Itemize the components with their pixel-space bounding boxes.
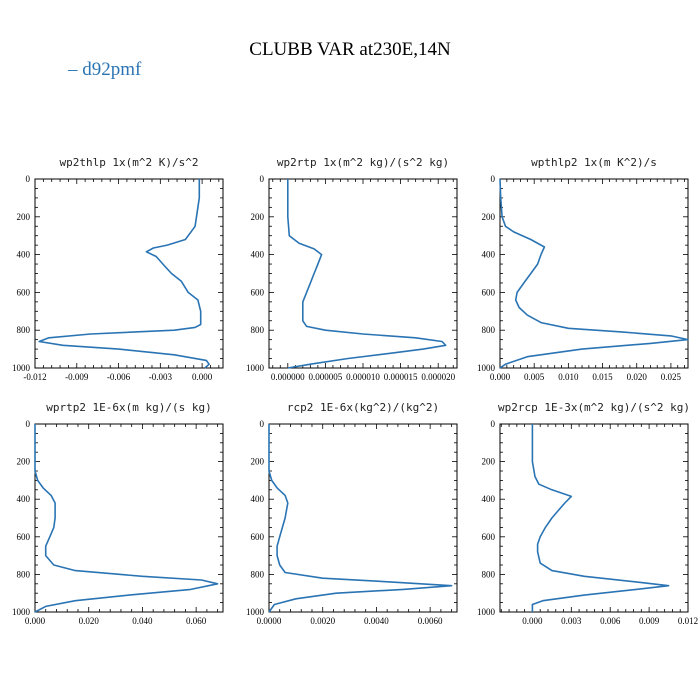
series-line-d92pmf (286, 179, 447, 369)
x-tick-label: -0.012 (23, 372, 46, 382)
y-tick-label: 600 (482, 532, 496, 542)
plot-frame (499, 178, 689, 369)
y-tick-label: 200 (482, 212, 496, 222)
x-tick-label: 0.010 (558, 372, 579, 382)
y-tick-label: 800 (482, 569, 496, 579)
x-tick-label: 0.000 (490, 372, 511, 382)
x-tick-label: 0.0060 (418, 616, 443, 626)
chart-panel: wp2rcp 1E-3x(m^2 kg)/(s^2 kg)0 200 400 600 8… (477, 401, 698, 626)
x-tick-label: -0.009 (65, 372, 89, 382)
x-tick-label: -0.003 (149, 372, 173, 382)
x-tick-label: 0.040 (132, 616, 153, 626)
chart-panel: wprtp2 1E-6x(m kg)/(s kg) 0 200 400 600 800 10… (12, 401, 224, 626)
x-tick-label: 0.000 (192, 372, 213, 382)
x-tick-label: 0.006 (600, 616, 621, 626)
y-tick-label: 1000 (246, 363, 265, 373)
x-tick-label: 0.0000 (257, 616, 282, 626)
y-tick-label: 400 (251, 250, 265, 260)
y-tick-label: 600 (17, 287, 31, 297)
y-tick-label: 0 (26, 419, 31, 429)
y-tick-label: 0 (260, 174, 265, 184)
y-tick-label: 1000 (477, 607, 496, 617)
y-tick-label: 200 (482, 457, 496, 467)
x-tick-label: 0.0040 (364, 616, 389, 626)
x-tick-label: 0.009 (639, 616, 660, 626)
y-tick-label: 1000 (246, 607, 265, 617)
y-tick-label: 0 (260, 419, 265, 429)
x-tick-label: 0.000 (522, 616, 543, 626)
y-tick-label: 400 (17, 250, 31, 260)
series-line-d92pmf (34, 424, 219, 613)
legend-entry-label: – d92pmf (67, 59, 142, 80)
y-tick-label: 600 (251, 532, 265, 542)
y-tick-label: 600 (17, 532, 31, 542)
series-line-d92pmf (531, 424, 670, 612)
y-tick-label: 800 (17, 325, 31, 335)
panel-title: wp2rcp 1E-3x(m^2 kg)/(s^2 kg) (498, 401, 690, 414)
y-tick-label: 0 (491, 419, 496, 429)
y-tick-label: 200 (17, 212, 31, 222)
series-line-d92pmf (268, 424, 453, 613)
x-tick-label: 0.000000 (271, 372, 305, 382)
figure-title: CLUBB VAR at230E,14N (249, 39, 451, 60)
panel-title: wp2rtp 1x(m^2 kg)/(s^2 kg) (277, 156, 449, 169)
x-tick-label: 0.0020 (310, 616, 335, 626)
plot-frame (34, 423, 224, 613)
chart-panel: wp2rtp 1x(m^2 kg)/(s^2 kg) 0 200 400 600 800 1… (246, 156, 458, 382)
y-tick-label: 1000 (477, 363, 496, 373)
x-tick-label: -0.006 (107, 372, 131, 382)
y-tick-label: 800 (17, 569, 31, 579)
x-tick-label: 0.003 (561, 616, 582, 626)
y-tick-label: 600 (251, 287, 265, 297)
y-tick-label: 600 (482, 287, 496, 297)
chart-panel: wpthlp2 1x(m K^2)/s020040060080010000.00… (477, 156, 689, 382)
y-tick-label: 0 (26, 174, 31, 184)
x-tick-label: 0.000010 (346, 372, 380, 382)
x-tick-label: 0.025 (661, 372, 682, 382)
panel-title: rcp2 1E-6x(kg^2)/(kg^2) (287, 401, 439, 414)
panel-title: wprtp2 1E-6x(m kg)/(s kg) (46, 401, 212, 414)
y-tick-label: 0 (491, 174, 496, 184)
x-tick-label: 0.020 (627, 372, 648, 382)
series-line-d92pmf (38, 179, 210, 369)
x-tick-label: 0.000015 (384, 372, 418, 382)
x-tick-label: 0.000005 (309, 372, 343, 382)
x-tick-label: 0.000 (25, 616, 46, 626)
series-line-d92pmf (499, 178, 689, 369)
y-tick-label: 200 (251, 457, 265, 467)
x-tick-label: 0.005 (524, 372, 545, 382)
legend: – d92pmf (67, 59, 142, 80)
x-tick-label: 0.000020 (421, 372, 455, 382)
plot-frame (499, 423, 689, 613)
plot-frame (34, 178, 224, 369)
y-tick-label: 1000 (12, 607, 31, 617)
chart-panel: rcp2 1E-6x(kg^2)/(kg^2) 0 200 400 600 800 1000… (246, 401, 458, 626)
y-tick-label: 400 (17, 494, 31, 504)
x-tick-label: 0.060 (186, 616, 207, 626)
y-tick-label: 800 (482, 325, 496, 335)
chart-panels: wp2thlp 1x(m^2 K)/s^202004006008001000-0… (12, 156, 698, 626)
chart-panel: wp2thlp 1x(m^2 K)/s^202004006008001000-0… (12, 156, 224, 382)
x-tick-label: 0.015 (592, 372, 613, 382)
x-tick-label: 0.012 (678, 616, 698, 626)
panel-title: wpthlp2 1x(m K^2)/s (531, 156, 657, 169)
x-tick-label: 0.020 (79, 616, 100, 626)
y-tick-label: 1000 (12, 363, 31, 373)
y-tick-label: 400 (482, 250, 496, 260)
y-tick-label: 800 (251, 569, 265, 579)
y-tick-label: 400 (251, 494, 265, 504)
y-tick-label: 800 (251, 325, 265, 335)
y-tick-label: 200 (17, 457, 31, 467)
panel-title: wp2thlp 1x(m^2 K)/s^2 (59, 156, 198, 169)
y-tick-label: 400 (482, 494, 496, 504)
y-tick-label: 200 (251, 212, 265, 222)
